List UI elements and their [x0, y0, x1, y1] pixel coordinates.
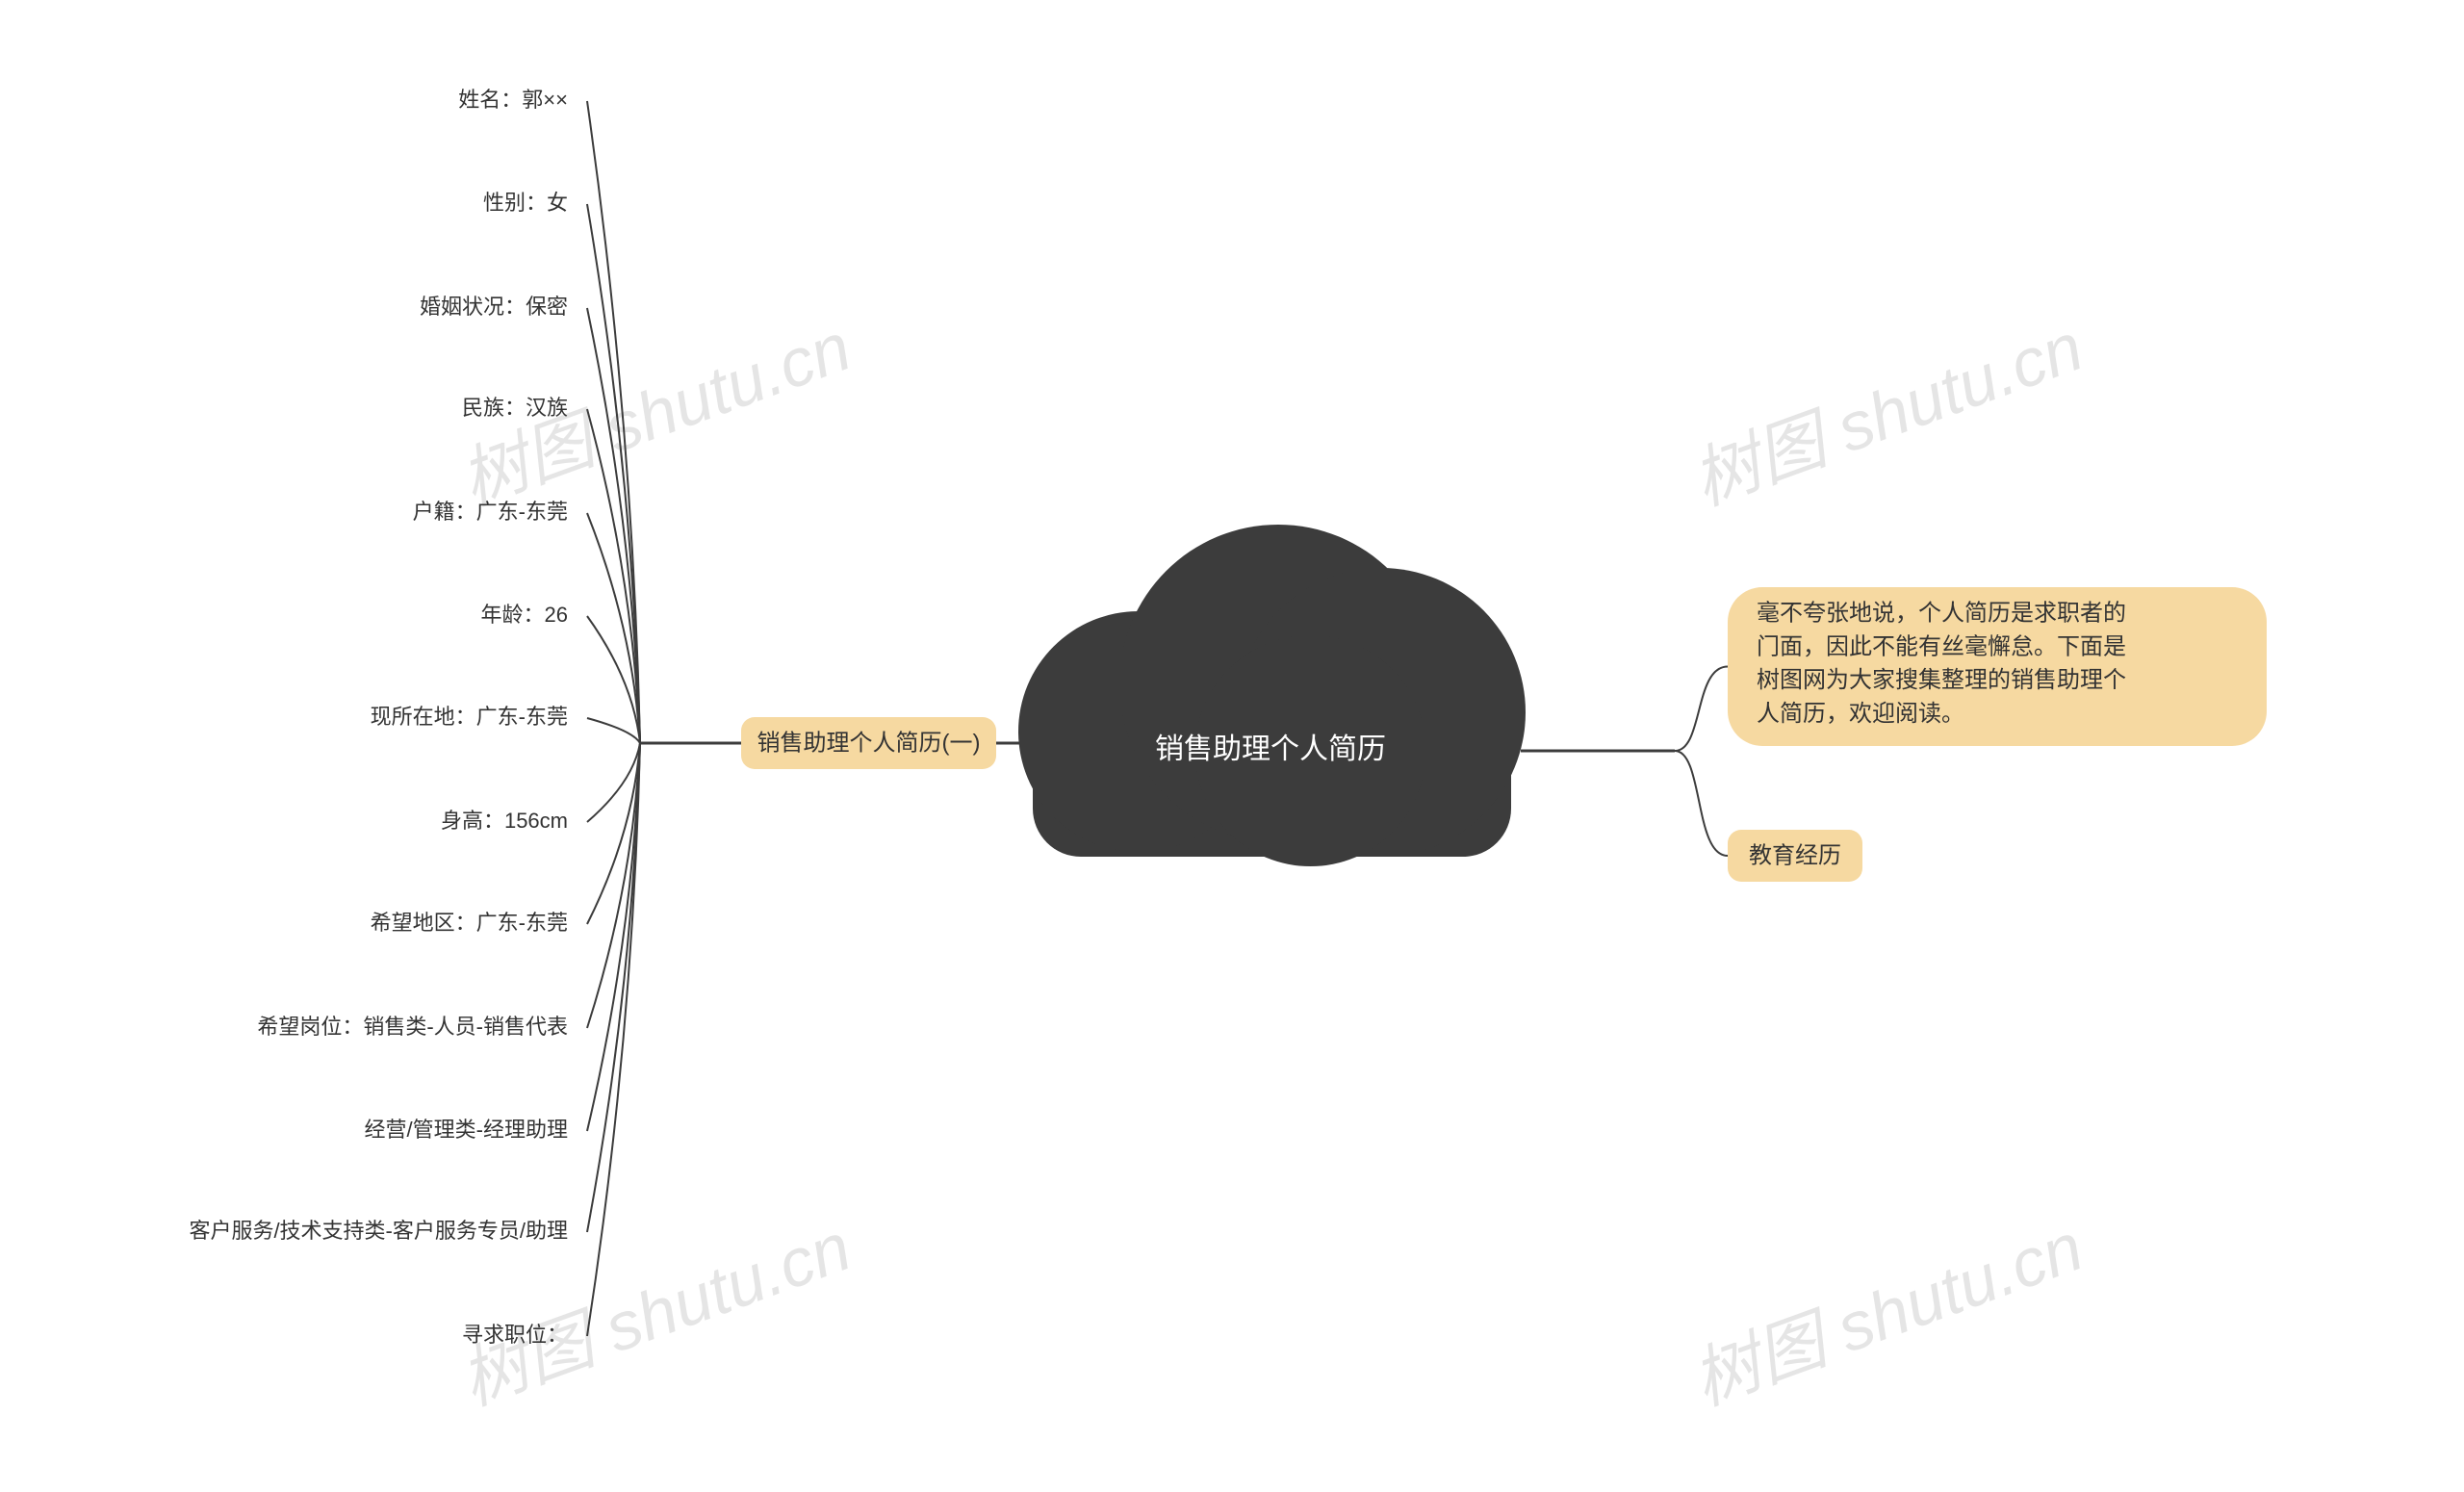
left-fan-line — [587, 743, 640, 1232]
left-leaf-label: 现所在地：广东-东莞 — [371, 705, 568, 729]
right-brace-upper — [1675, 667, 1728, 752]
left-leaf-label: 经营/管理类-经理助理 — [365, 1118, 568, 1142]
left-leaf-label: 户籍：广东-东莞 — [413, 500, 568, 524]
left-leaf-label: 婚姻状况：保密 — [420, 295, 568, 319]
watermark: 树图 shutu.cn — [1682, 1209, 2092, 1419]
left-leaf-label: 希望地区：广东-东莞 — [371, 911, 568, 935]
left-fan-line — [587, 743, 640, 822]
watermark: 树图 shutu.cn — [1682, 309, 2092, 519]
center-cloud-label: 销售助理个人简历 — [1155, 733, 1386, 765]
right-brace-lower — [1675, 751, 1728, 856]
left-leaf-label: 姓名：郭×× — [458, 88, 568, 112]
left-leaf-label: 年龄：26 — [481, 603, 568, 627]
right-node-paragraph-line: 人简历，欢迎阅读。 — [1757, 701, 1964, 727]
right-node-paragraph-line: 树图网为大家搜集整理的销售助理个 — [1757, 667, 2126, 693]
watermark-text: 树图 shutu.cn — [1682, 1209, 2092, 1419]
left-leaf-label: 身高：156cm — [441, 809, 568, 833]
left-leaf-label: 民族：汉族 — [462, 396, 568, 420]
center-cloud[interactable]: 销售助理个人简历 — [1018, 525, 1526, 866]
right-node-label: 教育经历 — [1749, 842, 1841, 868]
mindmap-canvas: 树图 shutu.cn树图 shutu.cn树图 shutu.cn树图 shut… — [0, 0, 2464, 1492]
right-node-paragraph-line: 毫不夸张地说，个人简历是求职者的 — [1757, 601, 2126, 627]
left-leaf-label: 性别：女 — [483, 191, 568, 215]
watermark-text: 树图 shutu.cn — [1682, 309, 2092, 519]
left-branch-node-label: 销售助理个人简历(一) — [757, 730, 981, 756]
left-leaf-label: 寻求职位： — [462, 1323, 568, 1347]
left-leaf-label: 希望岗位：销售类-人员-销售代表 — [257, 1015, 568, 1039]
left-fan-line — [587, 718, 640, 743]
right-node-paragraph-line: 门面，因此不能有丝毫懈怠。下面是 — [1757, 633, 2126, 659]
left-leaf-label: 客户服务/技术支持类-客户服务专员/助理 — [189, 1219, 568, 1243]
